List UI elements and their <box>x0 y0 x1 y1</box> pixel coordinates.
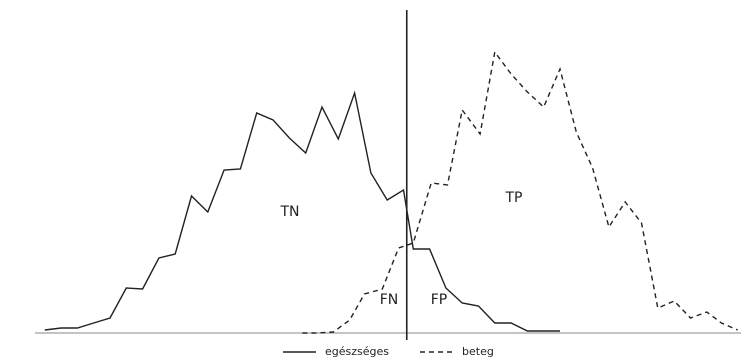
annotation: TN <box>279 204 299 220</box>
legend-label: beteg <box>462 345 494 358</box>
series-line <box>44 90 560 332</box>
annotation: FP <box>431 292 448 308</box>
annotation: TP <box>505 190 523 206</box>
legend-label: egészséges <box>325 345 389 358</box>
series-line <box>302 50 738 334</box>
annotation: FN <box>380 292 399 308</box>
